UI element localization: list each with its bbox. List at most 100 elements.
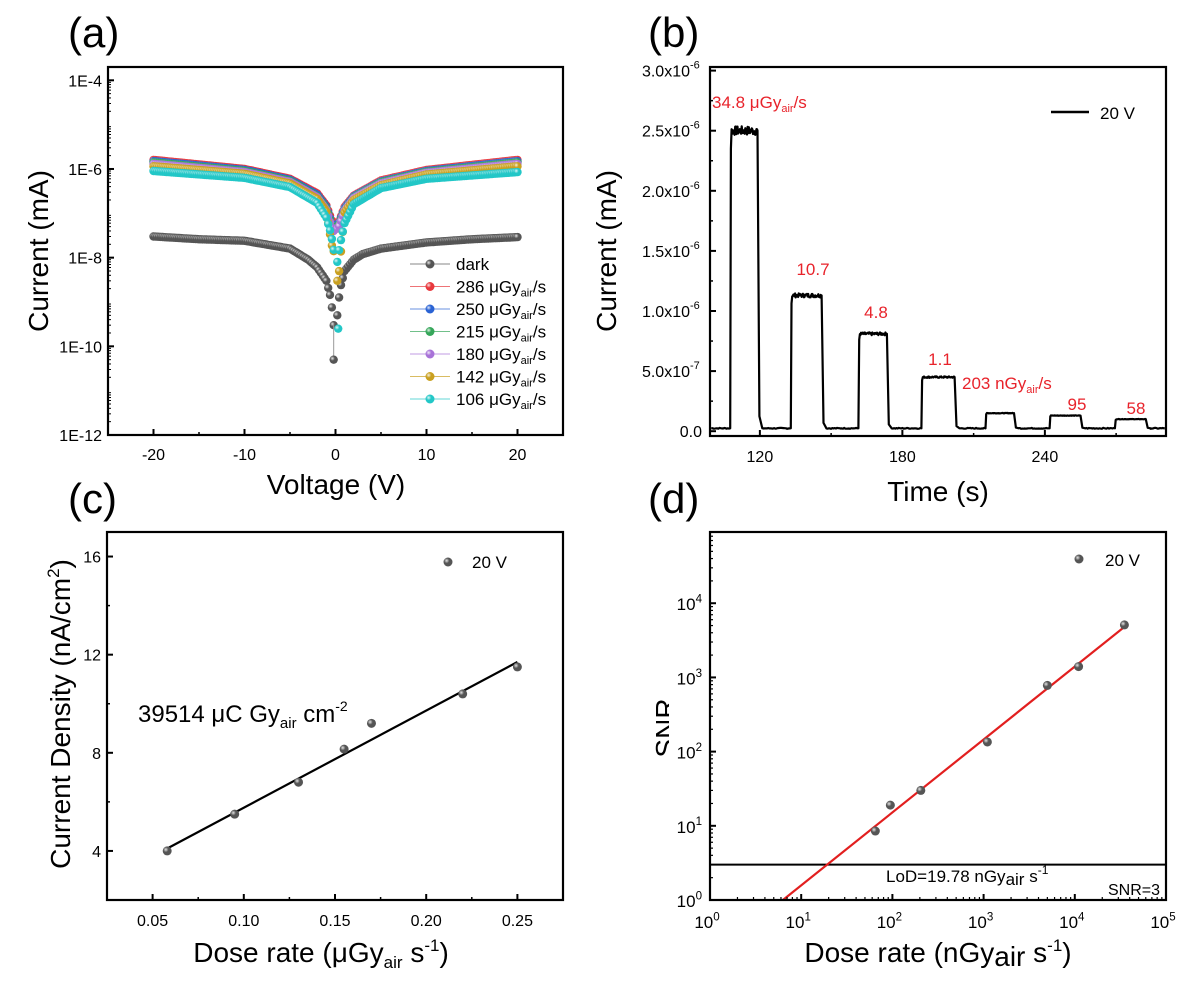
a-series-6 xyxy=(149,166,522,333)
c-data-point xyxy=(294,777,304,787)
a-legend-label-sub: air xyxy=(521,310,534,322)
panel-c-sensitivity: 0.05 0.10 0.15 0.20 0.25 4 8 12 16 Dose rate (μG… xyxy=(44,530,565,972)
a-x-tick-label: 20 xyxy=(509,447,527,464)
c-data-point xyxy=(230,809,240,819)
panel-label-a: (a) xyxy=(68,9,119,56)
a-point xyxy=(513,232,522,242)
b-dose-label-main: 34.8 μGy xyxy=(712,93,782,112)
a-legend-label: 250 μGyair/s xyxy=(456,300,546,322)
a-legend-marker-shine xyxy=(425,304,435,314)
d-x-tick-label-base: 10 xyxy=(877,913,896,932)
a-point-shine xyxy=(333,257,342,267)
a-legend-marker-shine xyxy=(425,349,435,359)
b-dose-label: 4.8 xyxy=(864,303,888,322)
a-legend-marker xyxy=(425,349,435,359)
d-x-tick-label-exp: 2 xyxy=(896,911,902,923)
a-legend-label-main: dark xyxy=(456,255,490,274)
a-legend-entry: 106 μGyair/s xyxy=(410,390,546,412)
d-x-tick-label-exp: 3 xyxy=(987,911,993,923)
d-x-tick-label-exp: 0 xyxy=(713,911,719,923)
d-y-tick-label-exp: 4 xyxy=(696,594,703,606)
b-y-tick-label-exp: -6 xyxy=(690,120,700,132)
b-data-marks xyxy=(711,125,1166,430)
b-dose-label: 95 xyxy=(1068,395,1087,414)
d-data-point-shine xyxy=(1042,680,1052,690)
a-legend-marker-shine xyxy=(425,327,435,336)
a-point xyxy=(327,234,337,244)
a-legend-label: dark xyxy=(456,255,490,274)
c-data-point-shine xyxy=(162,846,172,856)
d-legend-marker xyxy=(1074,554,1084,564)
c-y-axis-title: Current Density (nA/cm2) xyxy=(44,559,76,869)
d-x-tick-label-base: 10 xyxy=(1059,913,1078,932)
b-x-axis-title: Time (s) xyxy=(887,476,989,507)
c-y-tick-label: 8 xyxy=(92,746,101,763)
a-legend-label-main: 286 μGy xyxy=(456,278,521,297)
d-y-tick-label-base: 10 xyxy=(677,595,696,614)
a-x-tick-label: -20 xyxy=(142,447,165,464)
a-point xyxy=(334,266,344,276)
a-point-shine xyxy=(322,276,331,285)
a-min-point-shine xyxy=(334,324,343,333)
d-x-tick-label-exp: 5 xyxy=(1169,911,1175,923)
c-data-point-shine xyxy=(230,809,240,819)
d-y-tick-label-exp: 1 xyxy=(696,816,702,828)
b-dose-label-main: 203 nGy xyxy=(962,374,1027,393)
d-legend: 20 V xyxy=(1074,551,1141,570)
b-y-tick-label: 2.5x10 xyxy=(642,124,690,141)
a-legend-entry: 180 μGyair/s xyxy=(410,345,546,367)
a-legend-label-suffix: /s xyxy=(533,323,546,342)
d-x-tick-label-base: 10 xyxy=(694,913,713,932)
a-point xyxy=(513,167,522,177)
a-legend-label-sub: air xyxy=(521,355,534,367)
c-data-point-shine xyxy=(512,662,522,672)
panel-label-d: (d) xyxy=(648,475,699,522)
d-y-tick-label: 101 xyxy=(677,816,702,837)
a-y-axis-title: Current (mA) xyxy=(23,170,54,332)
a-point xyxy=(338,227,347,236)
a-point-shine xyxy=(334,293,344,302)
c-x-tick-label: 0.15 xyxy=(319,913,350,930)
d-y-tick-label-base: 10 xyxy=(677,669,696,688)
a-legend-label-main: 215 μGy xyxy=(456,323,521,342)
a-point xyxy=(327,303,337,312)
d-data-point xyxy=(1119,620,1129,630)
c-x-tick-label: 0.10 xyxy=(228,913,259,930)
a-point-shine xyxy=(327,303,337,312)
a-point-shine xyxy=(513,232,522,242)
a-legend-marker xyxy=(425,304,435,314)
a-point-shine xyxy=(327,234,337,244)
b-dose-label: 58 xyxy=(1127,399,1146,418)
a-legend-marker-shine xyxy=(425,259,435,269)
b-y-tick-label-exp: -7 xyxy=(690,360,700,372)
a-legend-label-suffix: /s xyxy=(533,390,546,409)
d-data-point xyxy=(982,737,992,747)
panel-label-c: (c) xyxy=(68,475,117,522)
a-point xyxy=(325,290,335,300)
a-legend-label-sub: air xyxy=(521,288,534,300)
d-legend-label: 20 V xyxy=(1105,551,1141,570)
a-legend-label-suffix: /s xyxy=(533,300,546,319)
a-point-shine xyxy=(324,219,333,229)
a-legend-label-sub: air xyxy=(521,333,534,345)
b-legend-label: 20 V xyxy=(1100,104,1136,123)
d-x-tick-label-exp: 4 xyxy=(1078,911,1085,923)
c-x-tick-label: 0.25 xyxy=(502,913,533,930)
c-x-tick-label: 0.20 xyxy=(411,913,442,930)
a-point-shine xyxy=(336,235,346,245)
a-y-tick-label: 1E-6 xyxy=(68,162,102,179)
a-series-0 xyxy=(149,232,522,364)
a-legend-entry: 286 μGyair/s xyxy=(410,278,546,300)
d-data-point-shine xyxy=(870,826,880,836)
d-data-point-shine xyxy=(1074,662,1084,672)
a-legend-marker-shine xyxy=(425,372,435,381)
a-point-shine xyxy=(334,246,344,255)
d-x-tick-label: 101 xyxy=(786,911,811,932)
b-y-tick-label: 0.0 xyxy=(680,424,702,441)
d-y-tick-label-exp: 2 xyxy=(696,742,702,754)
c-legend-marker-shine xyxy=(443,557,453,567)
c-axes: 0.05 0.10 0.15 0.20 0.25 4 8 12 16 xyxy=(83,530,565,930)
